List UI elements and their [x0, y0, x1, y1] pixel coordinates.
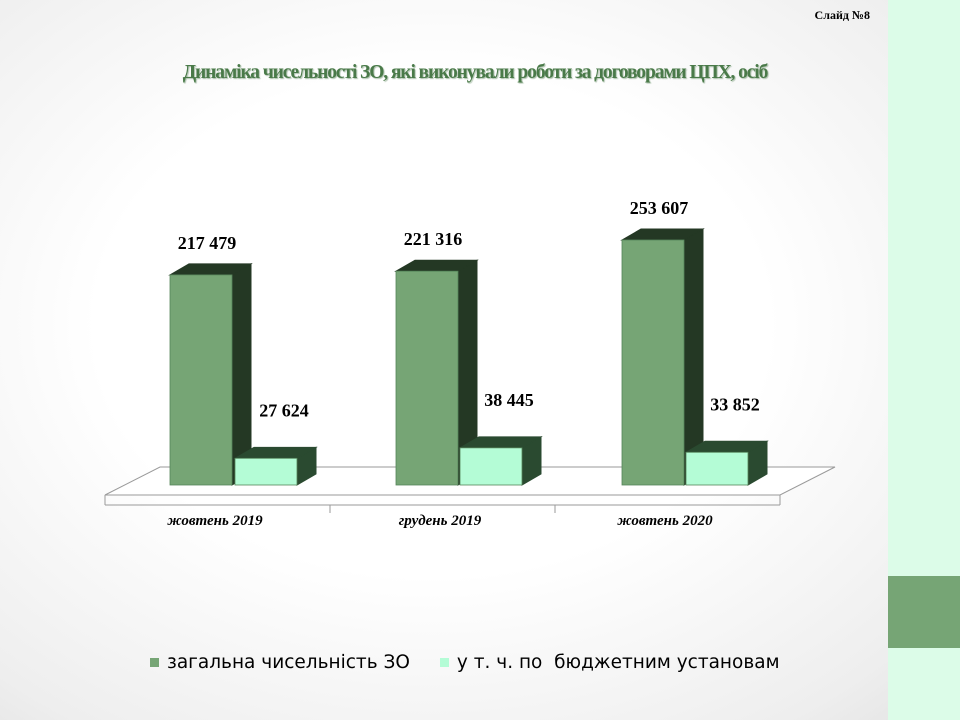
legend-swatch-budget	[439, 657, 449, 667]
category-label-2: жовтень 2020	[617, 513, 713, 529]
legend-item-total: загальна чисельність ЗО	[150, 652, 410, 673]
legend-swatch-total	[150, 657, 159, 667]
chart-bars	[168, 228, 769, 486]
bar-1-2	[684, 440, 769, 486]
bar-1-0	[233, 446, 318, 486]
category-label-0: жовтень 2019	[167, 513, 263, 529]
chart-data-labels: 217 479 27 624 221 316 38 445 253 607 33 852	[178, 198, 760, 420]
legend-label-budget: у т. ч. по бюджетним установам	[456, 651, 780, 673]
data-label-0-0: 217 479	[178, 233, 237, 253]
data-label-0-2: 253 607	[630, 198, 689, 218]
bar-0-2	[620, 228, 705, 486]
chart-legend: загальна чисельність ЗО у т. ч. по бюдже…	[150, 649, 810, 675]
slide-number: Слайд №8	[814, 8, 870, 22]
bar-front	[459, 447, 523, 486]
chart-category-labels: жовтень 2019 грудень 2019 жовтень 2020	[167, 513, 713, 529]
bar-front	[234, 457, 298, 486]
data-label-1-0: 27 624	[259, 400, 309, 420]
bar-0-0	[168, 263, 253, 486]
bar-front	[169, 274, 233, 486]
data-label-0-1: 221 316	[404, 229, 463, 249]
bar-front	[621, 239, 685, 486]
data-label-1-2: 33 852	[710, 394, 760, 414]
category-label-1: грудень 2019	[399, 513, 482, 529]
bar-0-1	[394, 259, 479, 486]
legend-label-total: загальна чисельність ЗО	[167, 651, 410, 673]
bar-front	[685, 451, 749, 486]
legend-item-budget: у т. ч. по бюджетним установам	[439, 651, 780, 673]
decorative-accent-block	[888, 576, 960, 648]
chart-title: Динаміка чисельності ЗО, які виконували …	[182, 62, 769, 83]
bar-front	[395, 270, 459, 486]
bar-1-1	[458, 435, 543, 486]
data-label-1-1: 38 445	[484, 390, 534, 410]
